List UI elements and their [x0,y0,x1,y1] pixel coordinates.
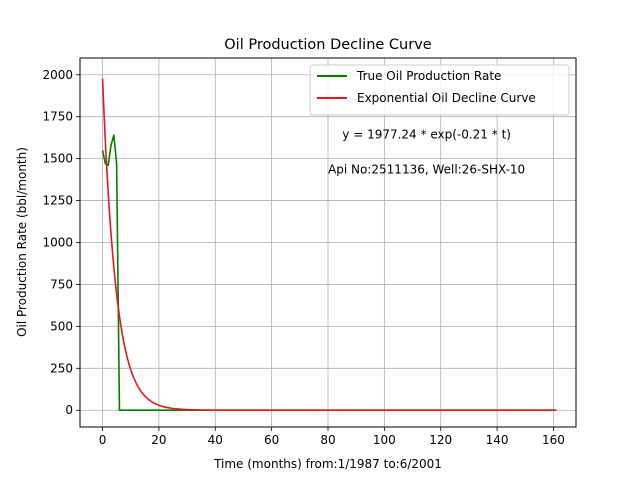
x-tick-label: 140 [486,433,509,447]
annotations: y = 1977.24 * exp(-0.21 * t) Api No:25111… [328,128,525,177]
y-axis: 0 250 500 750 1000 1250 1500 1750 2000 [42,68,80,417]
x-tick-label: 80 [320,433,335,447]
legend-box [309,64,570,116]
y-tick-label: 500 [50,319,73,333]
y-tick-label: 1750 [42,110,73,124]
chart-title: Oil Production Decline Curve [224,37,432,53]
x-tick-label: 60 [264,433,279,447]
legend-label-exponential-decline: Exponential Oil Decline Curve [357,91,536,105]
x-tick-label: 0 [99,433,107,447]
x-tick-label: 20 [151,433,166,447]
y-tick-label: 1250 [42,194,73,208]
y-tick-label: 1000 [42,236,73,250]
x-tick-label: 120 [429,433,452,447]
plot-lines [101,78,557,412]
equation-annotation: y = 1977.24 * exp(-0.21 * t) [342,128,511,142]
well-annotation: Api No:2511136, Well:26-SHX-10 [328,163,525,177]
y-tick-label: 2000 [42,68,73,82]
y-tick-label: 250 [50,361,73,375]
x-axis: 0 20 40 60 80 100 120 140 160 [99,427,565,447]
x-tick-label: 160 [542,433,565,447]
x-tick-label: 100 [373,433,396,447]
legend: True Oil Production Rate Exponential Oil… [309,64,570,116]
series-line-exponential-decline [101,78,557,412]
y-axis-label: Oil Production Rate (bbl/month) [15,147,29,337]
x-tick-label: 40 [208,433,223,447]
y-tick-label: 0 [65,403,73,417]
x-axis-label: Time (months) from:1/1987 to:6/2001 [213,457,442,471]
legend-label-true-production: True Oil Production Rate [356,69,501,83]
y-tick-label: 1500 [42,152,73,166]
y-tick-label: 750 [50,277,73,291]
